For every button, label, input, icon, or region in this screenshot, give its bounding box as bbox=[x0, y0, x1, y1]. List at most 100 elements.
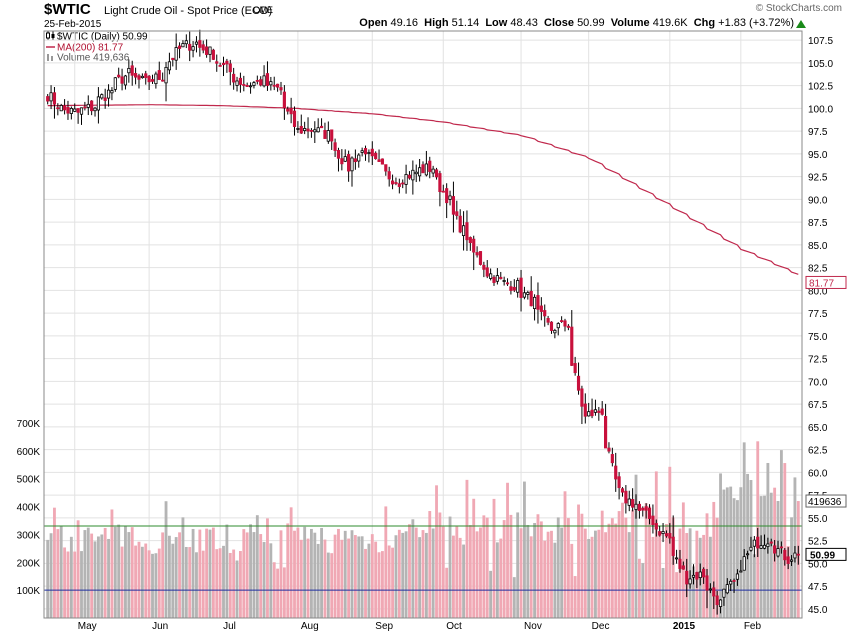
change-label: Chg bbox=[693, 17, 716, 29]
volume-bar bbox=[326, 552, 330, 618]
candle-body bbox=[786, 556, 790, 564]
candle-body bbox=[110, 90, 114, 94]
x-tick-label: Dec bbox=[592, 621, 610, 632]
volume-bar bbox=[218, 548, 222, 618]
volume-bar bbox=[610, 518, 614, 618]
volume-bar bbox=[526, 525, 530, 618]
volume-bar bbox=[157, 548, 161, 618]
high-label: High bbox=[424, 17, 449, 29]
candle-body bbox=[76, 108, 80, 113]
volume-bar bbox=[228, 552, 232, 618]
candle-body bbox=[282, 91, 286, 109]
change-value: +1.83 (+3.72%) bbox=[718, 17, 794, 29]
volume-bar bbox=[276, 568, 280, 618]
volume-bar bbox=[533, 522, 536, 618]
legend-volume: Volume 419,636 bbox=[46, 52, 129, 64]
volume-bar bbox=[529, 536, 533, 618]
volume-bar bbox=[96, 536, 100, 618]
volume-bar bbox=[262, 542, 266, 618]
open-value: 49.16 bbox=[390, 17, 419, 29]
candle-body bbox=[248, 85, 253, 88]
candle-body bbox=[171, 57, 175, 61]
volume-bar bbox=[563, 491, 567, 618]
volume-bar bbox=[445, 567, 449, 618]
volume-value: 419.6K bbox=[652, 17, 688, 29]
volume-bar bbox=[350, 530, 354, 618]
volume-bar bbox=[310, 528, 313, 618]
candle-body bbox=[174, 47, 178, 61]
candle-body bbox=[468, 237, 472, 244]
candle-body bbox=[181, 43, 185, 48]
candle-body bbox=[205, 46, 209, 55]
volume-bar bbox=[448, 516, 452, 618]
volume-bar bbox=[739, 487, 743, 618]
volume-bar bbox=[678, 528, 682, 618]
volume-bar bbox=[205, 528, 209, 618]
candle-body bbox=[380, 158, 385, 165]
candle-body bbox=[428, 160, 432, 172]
volume-bar bbox=[259, 534, 263, 618]
volume-bar bbox=[729, 486, 733, 618]
volume-bar bbox=[73, 551, 77, 618]
volume-bar bbox=[364, 548, 367, 618]
y-tick-label: 60.0 bbox=[808, 468, 828, 479]
candle-body bbox=[96, 96, 100, 111]
candle-body bbox=[597, 410, 601, 413]
candle-body bbox=[384, 164, 388, 172]
volume-bar bbox=[614, 523, 618, 618]
volume-bar bbox=[475, 531, 479, 618]
volume-bar bbox=[681, 502, 685, 618]
candle-body bbox=[789, 559, 794, 562]
candle-body bbox=[762, 544, 767, 549]
volume-tick-label: 100K bbox=[17, 586, 41, 597]
candle-body bbox=[347, 154, 351, 172]
candle-body bbox=[73, 108, 77, 112]
volume-bar bbox=[381, 551, 384, 618]
volume-bar bbox=[485, 517, 489, 618]
ticker-symbol: $WTIC bbox=[44, 1, 91, 18]
candle-body bbox=[306, 128, 310, 132]
volume-bar bbox=[580, 513, 584, 618]
volume-bar bbox=[468, 525, 472, 618]
candle-body bbox=[505, 282, 510, 285]
candle-body bbox=[106, 89, 111, 99]
candle-body bbox=[360, 150, 364, 153]
candle-body bbox=[191, 46, 195, 51]
volume-bar bbox=[516, 512, 520, 618]
volume-bar bbox=[323, 539, 327, 618]
volume-bar bbox=[408, 524, 411, 618]
y-tick-label: 82.5 bbox=[808, 264, 828, 275]
volume-value-tag: 419636 bbox=[808, 497, 842, 508]
high-value: 51.14 bbox=[451, 17, 480, 29]
volume-bar bbox=[769, 492, 773, 618]
volume-bar bbox=[66, 551, 70, 618]
volume-bar bbox=[536, 514, 540, 618]
y-tick-label: 90.0 bbox=[808, 195, 828, 206]
volume-bar bbox=[594, 530, 597, 618]
candle-body bbox=[759, 545, 763, 549]
volume-bar bbox=[340, 539, 344, 618]
volume-bar bbox=[222, 545, 225, 618]
candle-body bbox=[100, 94, 104, 99]
volume-tick-label: 500K bbox=[17, 475, 41, 486]
y-tick-label: 45.0 bbox=[808, 605, 828, 616]
candle-body bbox=[478, 251, 483, 265]
volume-bar bbox=[140, 546, 144, 618]
close-value: 50.99 bbox=[577, 17, 605, 29]
volume-bar bbox=[343, 530, 347, 618]
candle-body bbox=[752, 539, 756, 547]
volume-bar bbox=[181, 517, 185, 618]
volume-bar bbox=[705, 513, 709, 618]
candle-body bbox=[252, 82, 256, 86]
candle-body bbox=[702, 568, 706, 578]
candle-body bbox=[313, 129, 317, 133]
candle-body bbox=[404, 174, 408, 185]
x-tick-label: Feb bbox=[744, 621, 762, 632]
volume-bar bbox=[566, 518, 570, 618]
candle-body bbox=[587, 411, 591, 417]
candle-body bbox=[475, 252, 479, 256]
candle-body bbox=[188, 43, 192, 51]
volume-bar bbox=[556, 517, 560, 618]
candle-body bbox=[113, 77, 117, 90]
